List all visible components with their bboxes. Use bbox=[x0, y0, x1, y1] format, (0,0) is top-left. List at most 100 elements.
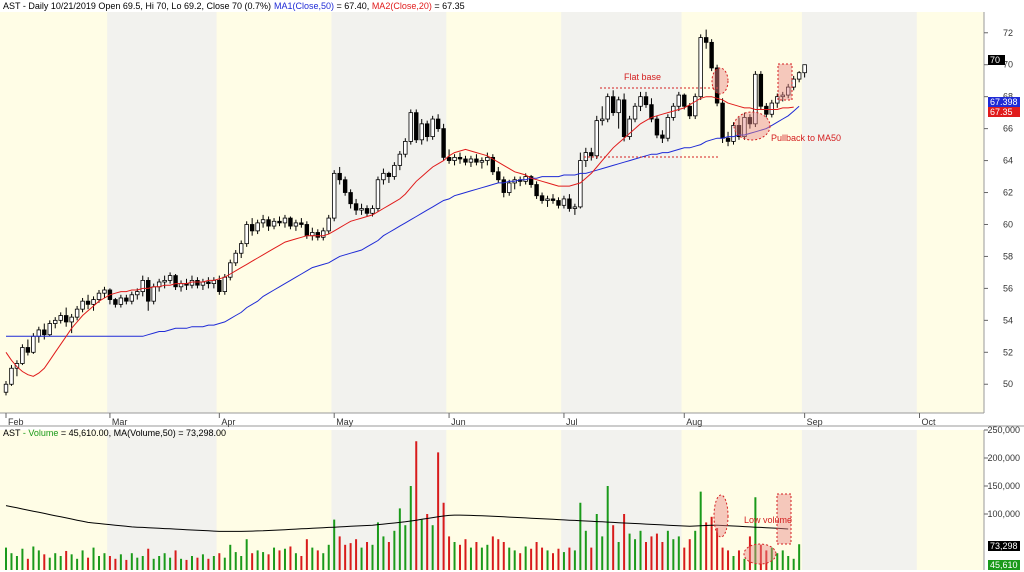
month-band bbox=[107, 430, 217, 570]
candle bbox=[534, 181, 539, 199]
ma2-header-label: MA2(Close,20) bbox=[372, 1, 432, 11]
candle bbox=[594, 115, 599, 159]
candle bbox=[441, 123, 446, 161]
month-band bbox=[561, 12, 682, 413]
candle bbox=[496, 166, 501, 183]
candle bbox=[69, 313, 74, 334]
ma1-badge-bg bbox=[988, 97, 1020, 107]
candle bbox=[293, 219, 299, 231]
price-y-tick-label: 66 bbox=[1003, 124, 1013, 134]
candle bbox=[140, 275, 145, 297]
candle-body bbox=[249, 224, 255, 232]
price-y-tick-label: 72 bbox=[1003, 28, 1013, 38]
candle bbox=[408, 109, 413, 145]
candle bbox=[780, 91, 785, 102]
last-price-badge-text: 70 bbox=[990, 55, 1000, 65]
candle bbox=[282, 214, 288, 228]
candle-body bbox=[151, 286, 156, 302]
candle-body bbox=[233, 252, 238, 264]
month-tick-label: Oct bbox=[921, 417, 936, 427]
candle-body bbox=[649, 104, 654, 120]
candle-body bbox=[414, 112, 419, 141]
candle-body bbox=[600, 118, 605, 122]
candle-body bbox=[381, 172, 386, 181]
candle bbox=[539, 192, 545, 204]
price-y-tick-label: 50 bbox=[1003, 379, 1013, 389]
candle-body bbox=[310, 232, 315, 237]
candle bbox=[457, 152, 463, 164]
volume-marks bbox=[5, 441, 801, 570]
candle bbox=[507, 179, 512, 196]
candle bbox=[42, 323, 47, 340]
ma1-header-value: = 67.40, bbox=[334, 1, 372, 11]
ma2-badge: 67.35 bbox=[988, 107, 1020, 117]
candle bbox=[239, 240, 244, 259]
ma20-line bbox=[5, 96, 794, 377]
candle-body bbox=[742, 117, 747, 138]
ma1-header-label: MA1(Close,50) bbox=[274, 1, 334, 11]
month-band bbox=[801, 430, 917, 570]
volume-header-value: = 45,610.00, MA(Volume,50) = 73,298.00 bbox=[58, 428, 226, 438]
candle-body bbox=[496, 171, 501, 181]
pullback-label: Pullback to MA50 bbox=[771, 133, 841, 143]
candle-body bbox=[747, 117, 753, 125]
candle-body bbox=[561, 198, 567, 206]
candle bbox=[468, 155, 474, 167]
candle-body bbox=[386, 172, 392, 177]
candle bbox=[414, 109, 419, 144]
candle-body bbox=[545, 198, 550, 201]
volume-ma-badge-text: 73,298 bbox=[990, 541, 1018, 551]
candle bbox=[550, 194, 556, 204]
candle-body bbox=[736, 125, 742, 138]
candle-body bbox=[58, 315, 63, 321]
month-tick-label: Jun bbox=[451, 417, 466, 427]
candle-body bbox=[140, 279, 145, 292]
candle-body bbox=[25, 347, 31, 353]
candle-body bbox=[534, 184, 539, 197]
candle bbox=[206, 277, 211, 289]
candle-body bbox=[359, 208, 364, 211]
candle bbox=[528, 174, 534, 188]
candle-body bbox=[42, 329, 47, 336]
candle-body bbox=[720, 102, 725, 139]
month-tick-label: Apr bbox=[221, 417, 235, 427]
candle-body bbox=[594, 120, 599, 157]
candle-body bbox=[195, 279, 200, 286]
volume-header-label: - Volume bbox=[20, 428, 58, 438]
candle-body bbox=[764, 105, 769, 115]
candle bbox=[649, 98, 654, 123]
candle bbox=[490, 154, 496, 175]
candle-body bbox=[550, 198, 556, 201]
candle-body bbox=[146, 279, 151, 302]
candle-body bbox=[244, 224, 249, 245]
candle-body bbox=[479, 160, 485, 163]
candle-body bbox=[665, 117, 671, 139]
candle-body bbox=[463, 158, 468, 163]
candle-body bbox=[698, 37, 703, 98]
candle bbox=[446, 149, 452, 164]
volume-ma-badge: 73,298 bbox=[988, 541, 1020, 551]
candle-body bbox=[660, 134, 665, 139]
candle-body bbox=[501, 179, 506, 193]
month-tick-label: Mar bbox=[112, 417, 128, 427]
candle-body bbox=[348, 192, 353, 205]
candle bbox=[58, 312, 63, 324]
candle-body bbox=[693, 96, 698, 117]
candle-body bbox=[222, 276, 227, 292]
candle bbox=[654, 115, 660, 139]
month-band bbox=[107, 12, 217, 413]
candle-body bbox=[539, 195, 545, 201]
candle-body bbox=[342, 179, 348, 193]
price-header-info: - Daily 10/21/2019 Open 69.5, Hi 70, Lo … bbox=[20, 1, 271, 11]
candle-body bbox=[589, 152, 594, 157]
candle-body bbox=[353, 203, 359, 211]
candle-body bbox=[485, 156, 490, 161]
candle bbox=[74, 305, 80, 321]
volume-last-badge: 45,610 bbox=[988, 560, 1020, 570]
candle bbox=[430, 115, 435, 140]
month-tick-label: Sep bbox=[807, 417, 823, 427]
candle-body bbox=[528, 176, 534, 185]
candle bbox=[556, 197, 561, 209]
candle-body bbox=[446, 156, 452, 161]
candle-body bbox=[654, 118, 660, 136]
